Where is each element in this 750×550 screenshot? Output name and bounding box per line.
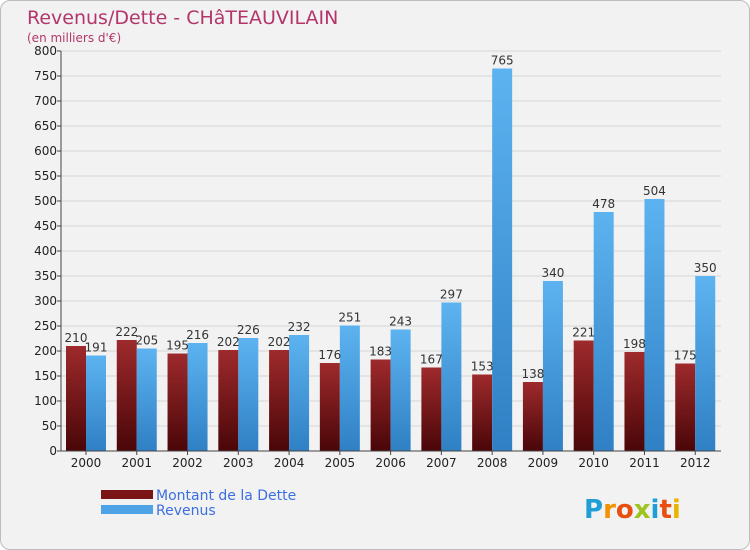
bar-revenus [238,338,259,451]
bar-dette [675,363,696,451]
bar-revenus [390,329,411,451]
x-tick-label: 2008 [477,456,508,470]
legend: Montant de la Dette Revenus [101,488,296,519]
x-tick-label: 2004 [274,456,305,470]
value-label: 202 [217,335,240,349]
y-tick-label: 750 [34,69,57,83]
y-tick-label: 300 [34,294,57,308]
legend-swatch-revenus [101,505,153,514]
y-tick-label: 200 [34,344,57,358]
x-tick-label: 2000 [71,456,102,470]
value-label: 202 [268,335,291,349]
bar-dette [167,353,188,451]
value-label: 232 [288,320,311,334]
y-tick-label: 0 [49,444,57,458]
bar-dette [218,350,239,451]
value-label: 167 [420,353,443,367]
value-label: 175 [674,349,697,363]
bar-dette [66,346,86,451]
x-tick-label: 2005 [325,456,356,470]
bar-dette [269,350,290,451]
x-tick-label: 2009 [528,456,559,470]
x-tick-label: 2006 [375,456,406,470]
y-tick-label: 400 [34,244,57,258]
x-tick-label: 2002 [172,456,203,470]
x-tick-label: 2011 [629,456,660,470]
bar-revenus [542,281,563,451]
x-tick-label: 2010 [578,456,609,470]
bar-dette [421,367,442,451]
value-label: 221 [572,326,595,340]
value-label: 138 [521,367,544,381]
value-label: 297 [440,288,463,302]
value-label: 183 [369,345,392,359]
y-tick-label: 700 [34,94,57,108]
bars [66,68,716,451]
y-tick-label: 650 [34,119,57,133]
value-label: 478 [592,197,615,211]
value-label: 765 [491,54,514,68]
y-axis-ticks: 0 50 100 150 200 250 300 350 400 450 500 550 600 650 7… [34,44,61,458]
bar-revenus [289,335,310,451]
y-tick-label: 350 [34,269,57,283]
bar-revenus [441,302,462,451]
x-tick-label: 2007 [426,456,457,470]
value-label: 350 [694,261,717,275]
y-tick-label: 800 [34,44,57,58]
y-tick-label: 50 [42,419,57,433]
legend-label-dette: Montant de la Dette [156,488,296,504]
x-tick-label: 2012 [680,456,711,470]
bar-dette [370,359,391,451]
chart-title: Revenus/Dette - CHâTEAUVILAIN [27,7,338,29]
value-label: 210 [65,331,88,345]
bar-dette [624,352,645,451]
bar-revenus [492,68,513,451]
value-label: 198 [623,337,646,351]
x-tick-label: 2003 [223,456,254,470]
bar-revenus [339,325,360,451]
proxiti-logo: Proxiti [584,495,681,525]
bar-revenus [593,212,614,451]
value-label: 251 [338,311,361,325]
chart-subtitle: (en milliers d'€) [27,31,121,45]
bar-dette [472,374,493,451]
y-tick-label: 450 [34,219,57,233]
value-label: 191 [85,341,108,355]
bar-revenus [136,348,157,451]
y-tick-label: 600 [34,144,57,158]
bar-dette [522,382,543,451]
grid-lines [61,50,721,427]
value-label: 153 [471,360,494,374]
bar-dette [573,340,594,451]
bar-revenus [695,276,716,451]
bar-revenus [644,199,665,451]
y-tick-label: 250 [34,319,57,333]
y-tick-label: 500 [34,194,57,208]
value-label: 504 [643,184,666,198]
bar-revenus [86,355,106,451]
y-tick-label: 100 [34,394,57,408]
bar-dette [116,340,137,451]
value-label: 176 [318,348,341,362]
bar-dette [319,363,340,451]
x-tick-label: 2001 [121,456,152,470]
y-tick-label: 550 [34,169,57,183]
value-label: 205 [135,334,158,348]
legend-label-revenus: Revenus [156,503,216,519]
legend-swatch-dette [101,490,153,499]
value-label: 195 [166,339,189,353]
value-label: 226 [237,323,260,337]
value-label: 216 [186,328,209,342]
value-label: 243 [389,315,412,329]
x-axis-ticks: 2000 2001 2002 2003 2004 2005 2006 2007 2008 2009… [71,451,711,470]
value-label: 222 [115,325,138,339]
value-label: 340 [541,266,564,280]
y-tick-label: 150 [34,369,57,383]
bar-revenus [187,343,208,451]
